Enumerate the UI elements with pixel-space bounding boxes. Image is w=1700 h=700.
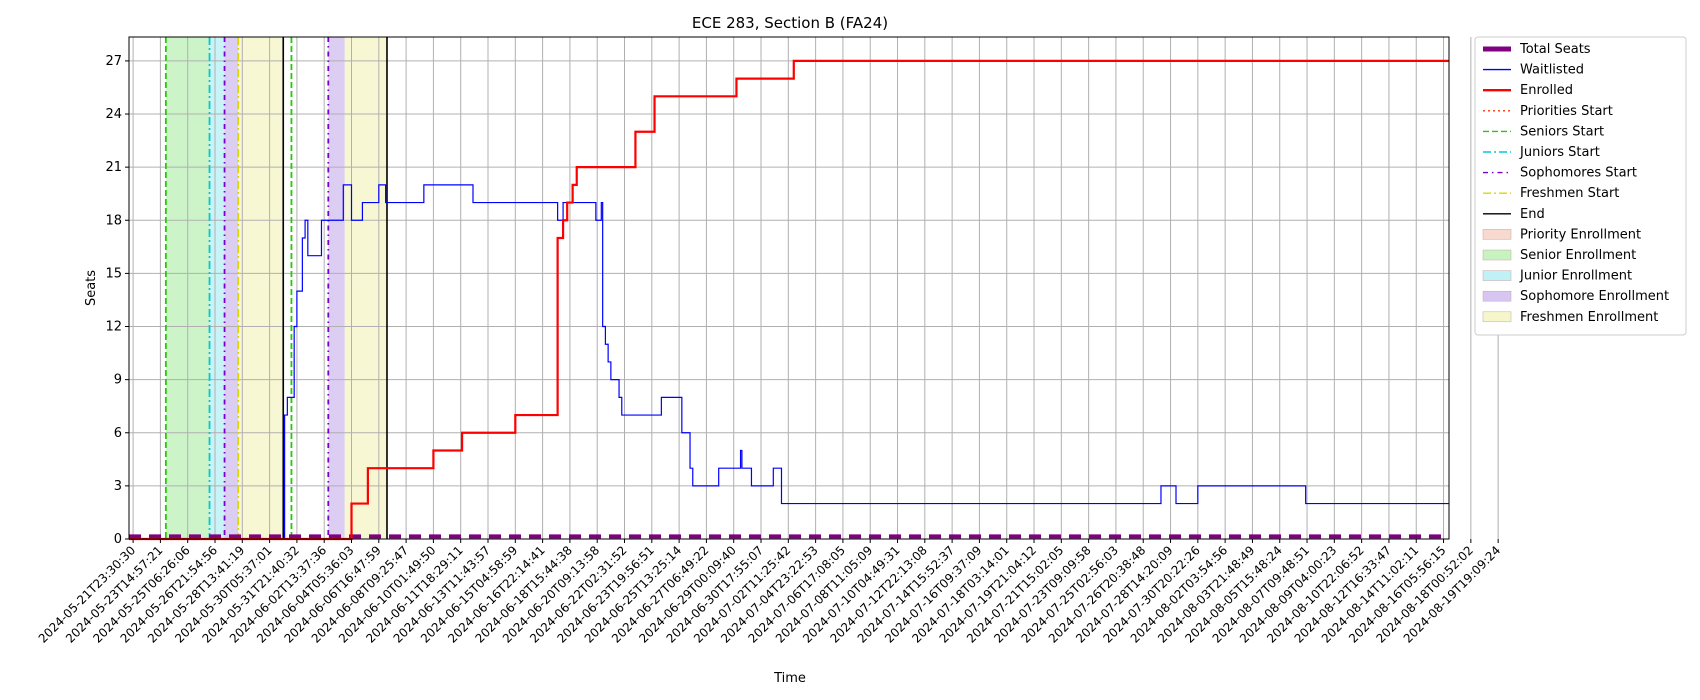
- span-sophomore-enrollment: [225, 37, 239, 539]
- legend-label-junior-enrollment: Junior Enrollment: [1519, 269, 1632, 284]
- y-tick-label: 27: [105, 54, 122, 69]
- enrollment-spans: [166, 37, 387, 539]
- span-junior-enrollment: [210, 37, 225, 539]
- y-tick-label: 6: [114, 426, 122, 441]
- plot-frame: [129, 37, 1449, 539]
- series-enrolled: [129, 61, 1449, 539]
- x-axis-ticks: 2024-05-21T23:30:302024-05-23T14:57:2120…: [36, 539, 1504, 646]
- legend-label-juniors-start: Juniors Start: [1519, 145, 1600, 160]
- legend-label-waitlisted: Waitlisted: [1520, 63, 1584, 78]
- y-tick-label: 18: [105, 213, 122, 228]
- y-tick-label: 15: [105, 266, 122, 281]
- legend-label-end: End: [1520, 207, 1545, 222]
- legend-swatch-freshmen-enrollment: [1483, 312, 1511, 322]
- legend-label-enrolled: Enrolled: [1520, 83, 1573, 98]
- y-tick-label: 12: [105, 320, 122, 335]
- legend-swatch-senior-enrollment: [1483, 250, 1511, 260]
- legend: Total Seats Waitlisted Enrolled Priorities …: [1475, 37, 1686, 335]
- chart-title: ECE 283, Section B (FA24): [692, 14, 888, 32]
- legend-label-priorities-start: Priorities Start: [1520, 104, 1613, 119]
- legend-label-sophomores-start: Sophomores Start: [1520, 166, 1637, 181]
- legend-swatch-junior-enrollment: [1483, 271, 1511, 281]
- legend-label-priority-enrollment: Priority Enrollment: [1520, 227, 1641, 242]
- y-tick-label: 21: [105, 160, 122, 175]
- legend-label-seniors-start: Seniors Start: [1520, 124, 1604, 139]
- y-tick-label: 3: [114, 479, 122, 494]
- x-axis-label: Time: [773, 671, 806, 686]
- y-tick-label: 9: [114, 373, 122, 388]
- series-lines: [129, 61, 1449, 539]
- legend-label-freshmen-start: Freshmen Start: [1520, 186, 1619, 201]
- legend-label-sophomore-enrollment: Sophomore Enrollment: [1520, 289, 1669, 304]
- legend-label-total-seats: Total Seats: [1519, 42, 1591, 57]
- y-tick-label: 0: [114, 532, 122, 547]
- y-tick-label: 24: [105, 107, 122, 122]
- y-axis-label: Seats: [84, 270, 99, 306]
- span-sophomore-enrollment: [328, 37, 344, 539]
- legend-swatch-sophomore-enrollment: [1483, 291, 1511, 301]
- y-axis-ticks: 0 3 6 9 12 15 18 21 24 27: [105, 54, 129, 547]
- legend-label-senior-enrollment: Senior Enrollment: [1520, 248, 1636, 263]
- legend-swatch-priority-enrollment: [1483, 229, 1511, 239]
- span-freshmen-enrollment: [238, 37, 283, 539]
- legend-label-freshmen-enrollment: Freshmen Enrollment: [1520, 310, 1658, 325]
